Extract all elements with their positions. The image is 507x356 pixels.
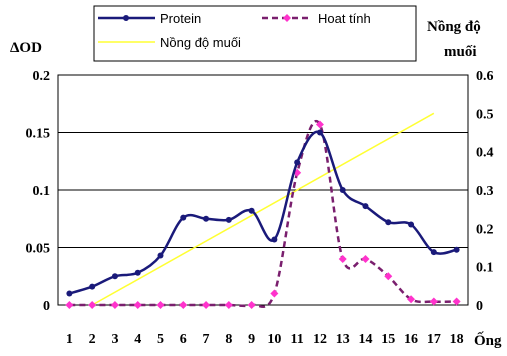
series-line-salt-concentration — [91, 112, 435, 306]
y-left-tick-label: 0.05 — [26, 242, 51, 257]
protein-point — [408, 221, 415, 228]
activity-point — [179, 301, 188, 309]
x-axis-title: Ống — [474, 331, 502, 349]
x-tick-label: 5 — [157, 332, 164, 347]
x-tick-label: 9 — [248, 332, 255, 347]
activity-point — [338, 255, 347, 263]
x-tick-label: 13 — [336, 332, 350, 347]
protein-point — [134, 269, 141, 276]
y-left-tick-label: 0.15 — [26, 127, 51, 142]
protein-point — [66, 290, 73, 297]
y-left-tick-label: 0.1 — [33, 184, 51, 199]
activity-point — [407, 295, 416, 304]
y-right-axis-title-line1: Nồng độ — [427, 19, 481, 35]
legend-activity-label: Hoat tính — [318, 11, 371, 26]
activity-point — [156, 301, 165, 309]
y-right-tick-label: 0.2 — [476, 222, 494, 237]
y-right-tick-label: 0.4 — [476, 146, 494, 161]
x-tick-label: 11 — [291, 332, 304, 347]
x-tick-label: 10 — [267, 332, 281, 347]
x-tick-label: 1 — [66, 332, 73, 347]
x-tick-label: 16 — [404, 332, 418, 347]
x-tick-label: 3 — [111, 332, 118, 347]
legend-box — [93, 5, 417, 62]
y-right-tick-label: 0.1 — [476, 261, 494, 276]
x-tick-label: 15 — [381, 332, 395, 347]
y-right-tick-label: 0.6 — [476, 69, 494, 84]
legend-protein-marker — [123, 15, 129, 21]
activity-point — [452, 297, 461, 306]
y-right-tick-label: 0.3 — [476, 184, 494, 199]
series-layer — [65, 112, 461, 309]
x-tick-label: 7 — [203, 332, 210, 347]
activity-point — [65, 301, 74, 309]
protein-point — [157, 252, 164, 259]
protein-point — [111, 273, 118, 280]
protein-point — [362, 203, 369, 210]
legend-protein-label: Protein — [160, 11, 201, 26]
protein-point — [430, 249, 437, 256]
y-left-tick-label: 0.2 — [33, 69, 51, 84]
protein-point — [339, 187, 346, 193]
activity-point — [315, 120, 324, 129]
activity-point — [361, 255, 370, 263]
protein-point — [225, 216, 232, 223]
x-tick-label: 18 — [450, 332, 464, 347]
activity-point — [202, 301, 211, 309]
y-right-tick-label: 0.5 — [476, 107, 494, 122]
y-left-tick-label: 0 — [43, 299, 50, 314]
legend: Protein Hoat tính Nồng độ muối — [93, 5, 417, 62]
x-tick-label: 17 — [427, 332, 441, 347]
activity-point — [429, 297, 438, 306]
tick-labels: 00.050.10.150.200.10.20.30.40.50.61 2 3 4 5 6… — [26, 69, 494, 347]
y-right-axis-title-line2: muối — [444, 44, 477, 60]
activity-point — [110, 301, 119, 309]
activity-point — [247, 301, 256, 309]
x-tick-label: 12 — [313, 332, 327, 347]
protein-point — [180, 214, 187, 221]
activity-point — [133, 301, 142, 309]
activity-point — [224, 301, 233, 309]
protein-point — [316, 129, 323, 136]
activity-point — [270, 289, 279, 298]
legend-salt-label: Nồng độ muối — [160, 35, 241, 50]
activity-point — [88, 301, 97, 309]
protein-point — [453, 246, 460, 253]
x-tick-label: 4 — [134, 332, 141, 347]
protein-point — [271, 236, 278, 243]
y-left-axis-title: ΔOD — [10, 40, 42, 56]
x-tick-label: 2 — [89, 332, 96, 347]
legend-activity-marker — [283, 14, 291, 22]
x-tick-label: 14 — [359, 332, 373, 347]
protein-point — [385, 219, 392, 226]
y-right-tick-label: 0 — [476, 299, 483, 314]
activity-point — [384, 272, 393, 281]
x-tick-label: 8 — [225, 332, 232, 347]
x-tick-label: 6 — [180, 332, 187, 347]
protein-point — [294, 159, 301, 166]
protein-point — [203, 215, 210, 222]
protein-point — [89, 283, 96, 290]
protein-point — [248, 207, 255, 214]
